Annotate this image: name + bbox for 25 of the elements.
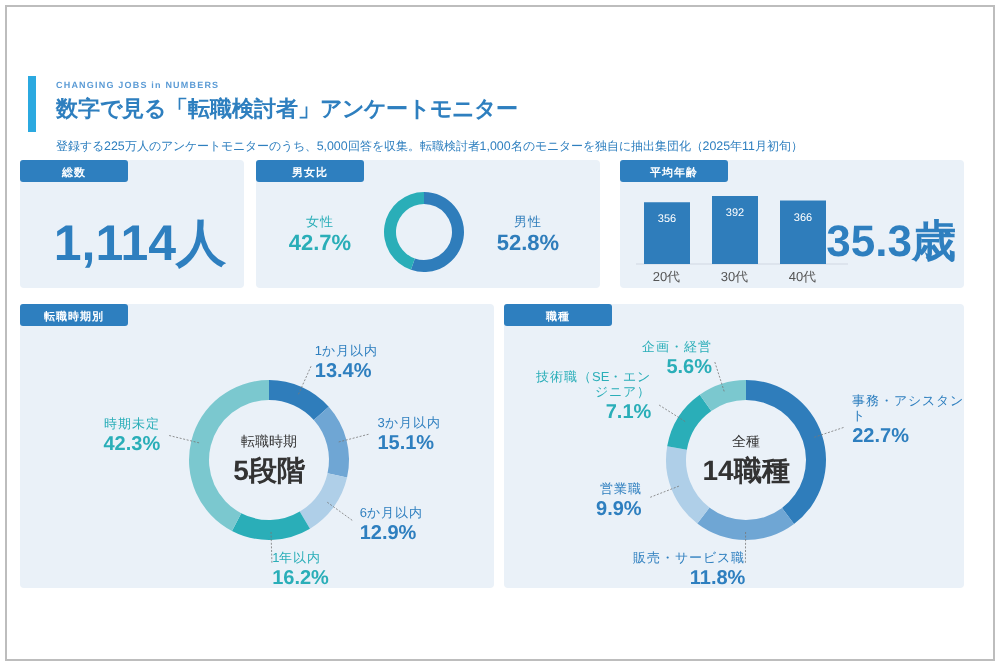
data-label: 13.4%	[314, 361, 372, 384]
data-label: 16.2%	[272, 567, 330, 590]
data-label: 42.3%	[103, 434, 161, 457]
data-label: 42.7%	[288, 232, 352, 256]
data-label: 5.6%	[666, 357, 713, 380]
annotation: 35.3歳	[826, 216, 956, 266]
donut-slice	[667, 394, 712, 450]
data-label: 52.8%	[496, 232, 560, 256]
text: 1,114人	[53, 216, 229, 272]
text: 14職種	[702, 454, 790, 486]
donut-slice	[313, 406, 349, 478]
data-label: 7.1%	[605, 402, 652, 425]
donut-slice	[699, 380, 746, 412]
data-label: 9.9%	[596, 499, 642, 522]
data-label: 11.8%	[689, 568, 746, 590]
donut-slice	[269, 380, 329, 421]
text: 数字で見る「転職検討者」アンケートモニター	[54, 96, 518, 122]
donut-slice	[697, 507, 795, 540]
donut-slice	[384, 192, 424, 270]
donut-slice	[410, 192, 464, 272]
data-label: 22.7%	[852, 425, 910, 448]
data-label: 15.1%	[377, 432, 435, 455]
text: 5段階	[233, 454, 307, 486]
data-label: 12.9%	[359, 523, 417, 546]
donut-slice	[231, 511, 310, 540]
